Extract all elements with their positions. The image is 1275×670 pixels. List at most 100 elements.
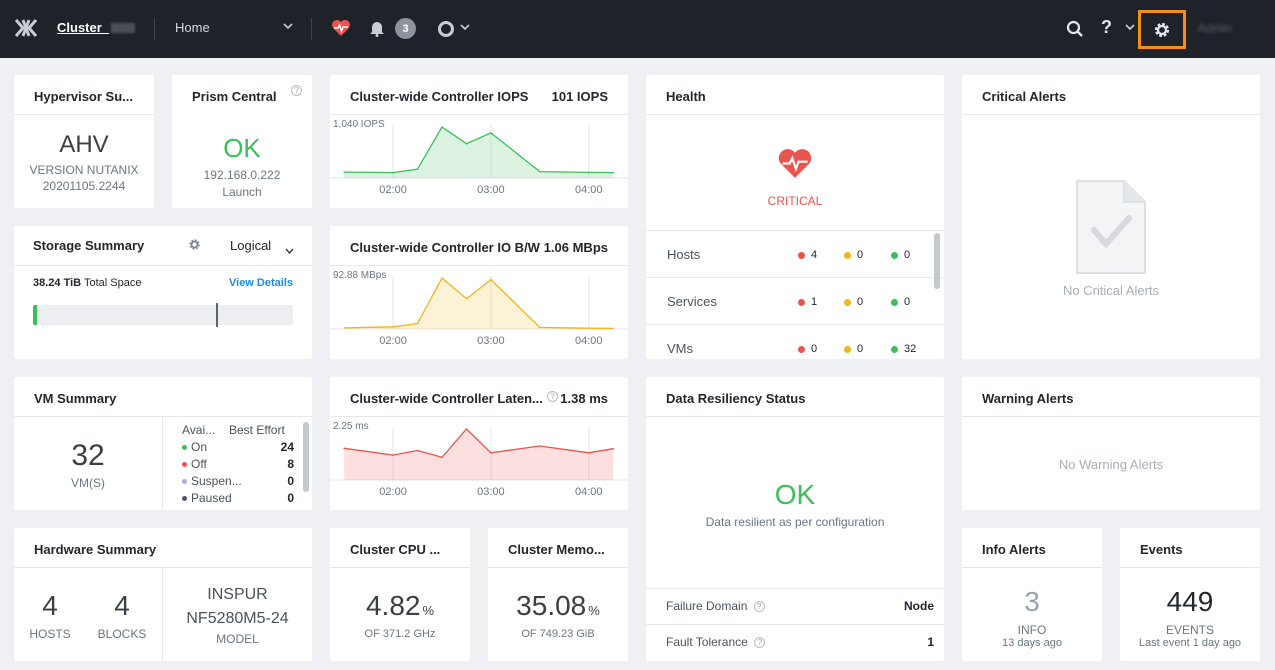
chart-point [539, 445, 541, 447]
storage-mode-select[interactable]: Logical [230, 238, 272, 253]
fault-tolerance-value: 1 [927, 635, 934, 649]
services-critical-count: 1 [811, 296, 818, 308]
chart-point [465, 428, 468, 430]
x-tick-label: 02:00 [379, 335, 407, 347]
nutanix-logo-icon[interactable] [14, 18, 38, 38]
x-tick-label: 02:00 [379, 184, 407, 196]
health-row-label[interactable]: Services [667, 294, 717, 309]
chart-point [612, 171, 614, 174]
block-count-label: BLOCKS [97, 627, 147, 641]
vm-on-count: 24 [280, 440, 294, 454]
vm-col-best-effort: Best Effort [229, 423, 285, 437]
health-status: CRITICAL [767, 194, 823, 208]
info-alert-count: 3 [1024, 586, 1040, 617]
latency-card: Cluster-wide Controller Laten... ? 1.38 … [330, 377, 628, 510]
vm-off-count: 8 [287, 457, 294, 471]
scrollbar[interactable] [934, 233, 940, 289]
bandwidth-card: Cluster-wide Controller IO B/W 1.06 MBps… [330, 226, 628, 359]
help-circle-icon[interactable]: ? [547, 391, 558, 402]
storage-total-label: Total Space [83, 277, 142, 289]
chart-area [344, 127, 614, 178]
x-tick-label: 04:00 [575, 486, 603, 498]
iops-chart[interactable]: 1,040 IOPS 02:00 03:00 04:00 [330, 115, 628, 208]
vm-state-label: On [191, 440, 208, 454]
view-details-link[interactable]: View Details [229, 277, 293, 289]
cluster-memory-card: Cluster Memo... 35.08% OF 749.23 GiB [488, 528, 628, 661]
help-circle-icon[interactable]: ? [754, 637, 766, 649]
health-heart-icon[interactable] [331, 19, 351, 37]
latency-chart[interactable]: 2.25 ms 02:00 03:00 04:00 [330, 417, 628, 510]
vm-col-availability: Avai... [182, 423, 216, 437]
vm-state-label: Paused [191, 491, 232, 505]
health-card: Health CRITICAL Hosts 4 0 0 Services 1 0… [646, 75, 944, 359]
chart-area [344, 429, 614, 480]
chevron-down-icon[interactable] [460, 24, 470, 32]
hardware-summary-card: Hardware Summary 4 HOSTS 4 BLOCKS INSPUR… [14, 528, 312, 661]
prism-ip: 192.168.0.222 [203, 168, 281, 182]
chart-peak-label: 2.25 ms [333, 421, 369, 432]
user-menu[interactable]: Admin [1198, 21, 1233, 35]
tasks-circle-icon[interactable] [437, 20, 455, 38]
events-card: Events 449 EVENTS Last event 1 day ago [1120, 528, 1260, 661]
failure-domain-value: Node [904, 599, 934, 613]
card-title: Cluster-wide Controller IOPS [350, 89, 529, 104]
chart-point [465, 298, 468, 300]
failure-domain-label: Failure Domain [666, 599, 748, 613]
settings-button[interactable] [1138, 10, 1186, 49]
chart-point [441, 126, 443, 128]
gear-icon[interactable] [188, 238, 201, 256]
chevron-down-icon[interactable] [1125, 24, 1135, 32]
health-row-label[interactable]: Hosts [667, 247, 701, 262]
nav-label[interactable]: Home [175, 20, 210, 35]
help-icon[interactable]: ? [1101, 17, 1112, 37]
prism-central-card: Prism Central ? OK 192.168.0.222 Launch [172, 75, 312, 208]
chart-point [588, 327, 590, 329]
card-title: Info Alerts [982, 542, 1046, 557]
health-heart-icon [777, 147, 813, 185]
scrollbar[interactable] [303, 422, 309, 492]
chart-point [539, 170, 541, 173]
storage-used-fill [33, 305, 37, 325]
chart-point [416, 322, 419, 325]
chart-point [588, 452, 590, 454]
no-warning-alerts-text: No Warning Alerts [1058, 457, 1164, 472]
memory-usage-value: 35.08 [516, 590, 587, 621]
event-count: 449 [1166, 586, 1214, 617]
card-title: Prism Central [192, 89, 277, 104]
card-title: Cluster CPU ... [350, 542, 441, 557]
bell-icon[interactable] [369, 19, 385, 37]
vms-critical-count: 0 [811, 343, 818, 355]
card-title: Cluster-wide Controller Laten... [350, 391, 543, 406]
search-icon[interactable] [1066, 20, 1084, 38]
services-good-count: 0 [904, 296, 911, 308]
chevron-down-icon[interactable] [283, 22, 293, 30]
card-title: VM Summary [34, 391, 117, 406]
cluster-name-link[interactable]: Cluster_ [57, 20, 136, 35]
warning-alerts-card: Warning Alerts No Warning Alerts [962, 377, 1260, 510]
host-count: 4 [42, 590, 58, 621]
health-row-label[interactable]: VMs [667, 341, 693, 356]
top-bar: Cluster_ Home 3 ? Admin [0, 0, 1275, 58]
card-title: Events [1140, 542, 1183, 557]
chart-point [465, 142, 468, 145]
prism-launch-link[interactable]: Launch [222, 185, 262, 199]
chevron-down-icon[interactable] [285, 242, 294, 260]
alert-count-badge[interactable]: 3 [395, 18, 416, 39]
bandwidth-chart[interactable]: 92.88 MBps 02:00 03:00 04:00 [330, 266, 628, 359]
help-circle-icon[interactable]: ? [291, 85, 302, 96]
chart-point [441, 456, 443, 459]
chart-point [490, 132, 492, 134]
card-title: Storage Summary [33, 238, 145, 253]
vm-summary-card: VM Summary 32 VM(S) Avai... Best Effort … [14, 377, 312, 510]
vm-count: 32 [71, 439, 105, 472]
chart-point [441, 277, 443, 279]
memory-capacity: OF 749.23 GiB [521, 628, 595, 640]
divider [311, 18, 312, 40]
hypervisor-version: 20201105.2244 [42, 179, 126, 193]
help-circle-icon[interactable]: ? [753, 601, 765, 613]
vms-good-count: 32 [904, 343, 917, 355]
storage-threshold-marker [216, 303, 218, 327]
x-tick-label: 04:00 [575, 335, 603, 347]
chart-point [539, 326, 541, 329]
hosts-critical-count: 4 [811, 249, 818, 261]
